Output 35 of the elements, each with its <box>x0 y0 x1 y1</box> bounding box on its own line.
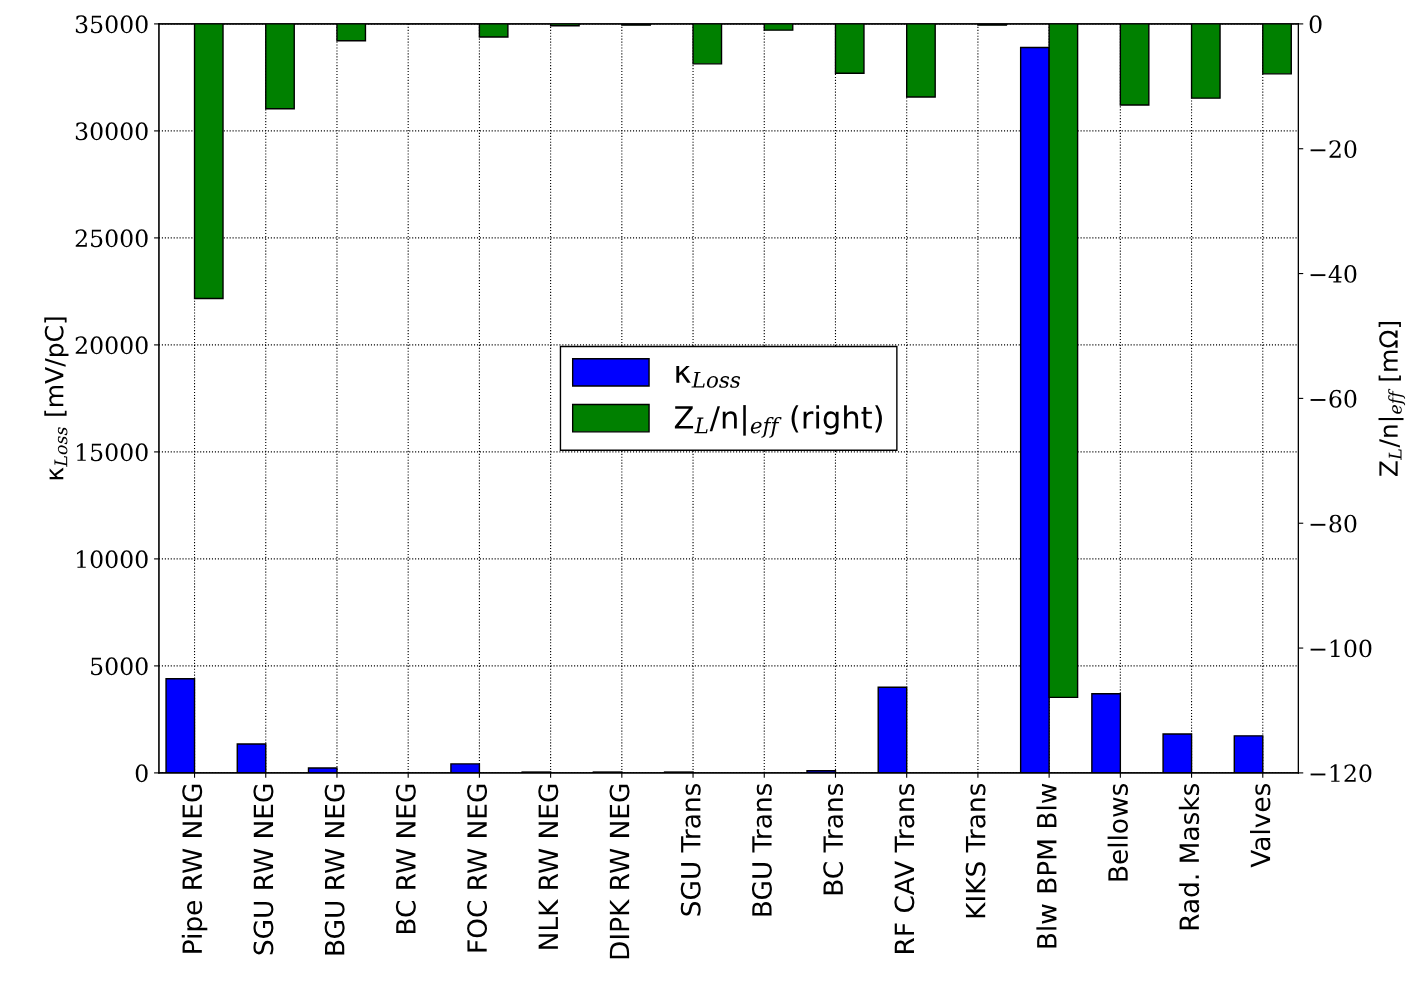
y2-tick-label: −20 <box>1310 140 1357 159</box>
y2-tick-label: 0 <box>1309 15 1322 34</box>
y-tick-label: 30000 <box>75 122 148 141</box>
legend-label: κ$_{Loss}$ <box>676 366 741 388</box>
x-tick-label: KIKS Trans <box>965 783 986 918</box>
y2-tick-label: −120 <box>1310 764 1372 783</box>
x-tick-label: RF CAV Trans <box>894 783 915 953</box>
y2-tick-label: −100 <box>1310 639 1372 658</box>
x-tick-label: BGU RW NEG <box>324 784 345 955</box>
x-tick-label: BC Trans <box>823 783 844 895</box>
y2-tick-label: −80 <box>1310 514 1357 533</box>
x-tick-label: FOC RW NEG <box>467 784 488 952</box>
y-axis-title: κ$_{Loss}$ [mV/pC] <box>44 317 69 480</box>
x-tick-label: Valves <box>1250 783 1271 868</box>
y-tick-label: 35000 <box>75 15 148 34</box>
x-tick-label: SGU RW NEG <box>253 784 274 955</box>
y-tick-label: 20000 <box>75 336 148 355</box>
y-tick-label: 5000 <box>91 657 148 676</box>
x-tick-label: BGU Trans <box>751 783 772 916</box>
x-tick-label: SGU Trans <box>680 783 701 916</box>
x-tick-label: Bellows <box>1107 783 1128 881</box>
x-tick-label: Blw BPM Blw <box>1036 783 1057 948</box>
x-tick-label: Pipe RW NEG <box>181 784 208 953</box>
y-tick-label: 25000 <box>75 229 148 248</box>
x-tick-label: Rad. Masks <box>1178 783 1200 930</box>
y2-tick-label: −40 <box>1310 265 1357 283</box>
y2-tick-label: −60 <box>1310 389 1357 408</box>
y-tick-label: 15000 <box>76 443 148 462</box>
y2-axis-title: Z$_{L}$/n|$_{eff}$ [mΩ] <box>1378 321 1406 477</box>
x-tick-label: NLK RW NEG <box>538 784 559 949</box>
y-tick-label: 0 <box>135 764 148 783</box>
y-tick-label: 10000 <box>76 550 148 569</box>
legend-label: Z$_{L}$/n|$_{eff}$ (right) <box>674 405 882 438</box>
x-tick-label: DIPK RW NEG <box>609 784 630 959</box>
x-tick-label: BC RW NEG <box>395 784 416 934</box>
